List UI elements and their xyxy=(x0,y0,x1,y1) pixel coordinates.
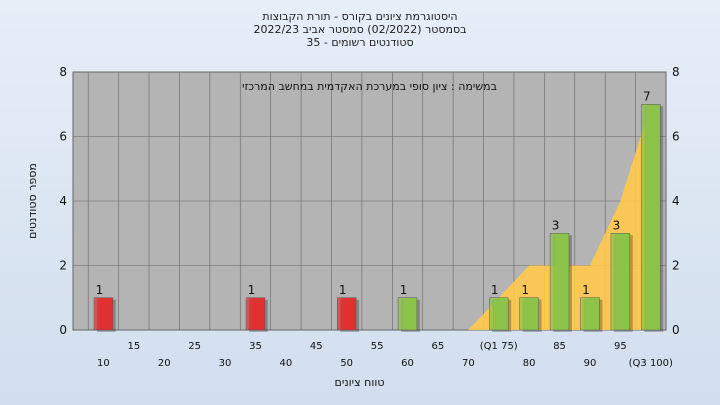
y-tick-label-right: 8 xyxy=(672,65,680,79)
x-tick-label: 20 xyxy=(158,358,171,369)
data-label: 1 xyxy=(96,283,104,297)
bar xyxy=(580,297,600,331)
data-label: 1 xyxy=(248,283,256,297)
x-tick-label: 80 xyxy=(523,358,536,369)
x-tick-label: 10 xyxy=(97,358,110,369)
data-label: 1 xyxy=(521,283,529,297)
y-tick-label-left: 4 xyxy=(59,194,67,208)
bar xyxy=(245,297,266,331)
cumulative-area xyxy=(468,104,651,330)
x-tick-label: 50 xyxy=(340,358,353,369)
x-tick-label: 70 xyxy=(462,358,475,369)
x-tick-label: 60 xyxy=(401,358,414,369)
bar xyxy=(641,104,661,331)
data-label: 1 xyxy=(339,283,347,297)
x-tick-label: 35 xyxy=(249,341,262,352)
y-tick-label-left: 6 xyxy=(59,130,67,144)
y-tick-label-right: 6 xyxy=(672,130,680,144)
y-tick-label-left: 2 xyxy=(59,259,67,273)
x-tick-label: 95 xyxy=(614,341,627,352)
x-tick-label: 65 xyxy=(432,341,445,352)
y-tick-label-right: 4 xyxy=(672,194,680,208)
y-tick-label-right: 0 xyxy=(672,323,680,337)
chart-title-line1: היסטוגרמת ציונים בקורס - תורת הקבוצות xyxy=(262,10,458,23)
data-label: 1 xyxy=(400,283,408,297)
chart-annotation: במשימה : ציון סופי במערכת האקדמית במחשב … xyxy=(242,80,497,93)
y-tick-label-left: 0 xyxy=(59,323,67,337)
x-tick-label: 40 xyxy=(280,358,293,369)
bar xyxy=(397,297,418,331)
data-label: 3 xyxy=(613,218,621,232)
x-tick-label: 30 xyxy=(219,358,232,369)
y-tick-label-left: 8 xyxy=(59,65,67,79)
x-tick-label: 90 xyxy=(584,358,597,369)
y-tick-label-right: 2 xyxy=(672,259,680,273)
chart-title-line2: בסמסטר (02/2022) סמסטר אביב 2022/23 xyxy=(253,23,467,36)
x-tick-label: 55 xyxy=(371,341,384,352)
bar xyxy=(489,297,509,331)
x-tick-label: 85 xyxy=(553,341,566,352)
bar xyxy=(337,297,357,331)
x-tick-label: 15 xyxy=(127,341,140,352)
chart-title-line3: סטודנטים רשומים - 35 xyxy=(306,36,414,49)
x-axis-label: טווח ציונים xyxy=(335,376,385,389)
x-tick-label: (Q1 75) xyxy=(480,341,518,352)
x-tick-label: 45 xyxy=(310,341,323,352)
bar xyxy=(549,233,570,331)
x-tick-label: (Q3 100) xyxy=(629,358,673,369)
bar xyxy=(519,297,539,331)
bar xyxy=(610,233,631,331)
bar xyxy=(93,297,114,331)
data-label: 7 xyxy=(643,89,651,103)
data-label: 1 xyxy=(582,283,590,297)
y-axis-label: מספר סטודנטים xyxy=(26,163,39,239)
data-label: 3 xyxy=(552,218,560,232)
data-label: 1 xyxy=(491,283,499,297)
x-tick-label: 25 xyxy=(188,341,201,352)
